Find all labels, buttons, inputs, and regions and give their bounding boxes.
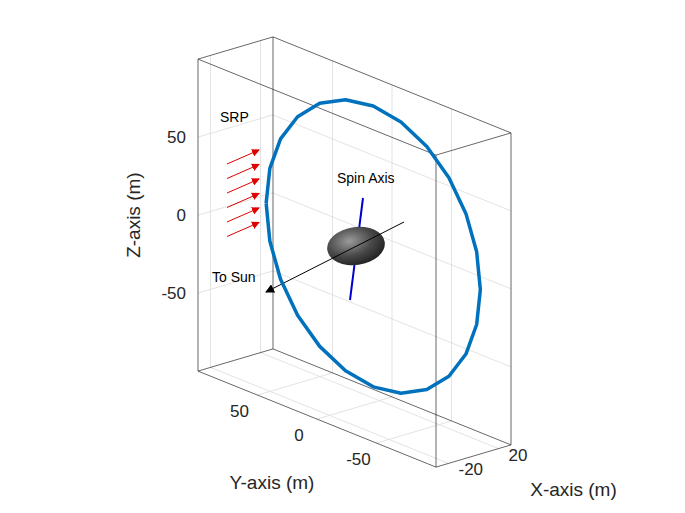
svg-text:50: 50	[230, 402, 249, 421]
svg-text:To Sun: To Sun	[212, 269, 256, 285]
svg-text:50: 50	[167, 128, 186, 147]
svg-text:-50: -50	[161, 284, 186, 303]
svg-text:Spin Axis: Spin Axis	[337, 170, 395, 186]
svg-text:-20: -20	[459, 460, 484, 479]
svg-text:X-axis (m): X-axis (m)	[530, 479, 617, 500]
svg-text:20: 20	[509, 446, 528, 465]
svg-text:-50: -50	[346, 450, 371, 469]
svg-text:0: 0	[177, 206, 186, 225]
svg-text:Y-axis (m): Y-axis (m)	[230, 472, 315, 493]
svg-text:0: 0	[294, 426, 303, 445]
svg-text:SRP: SRP	[220, 109, 249, 125]
svg-text:Z-axis (m): Z-axis (m)	[123, 172, 144, 257]
